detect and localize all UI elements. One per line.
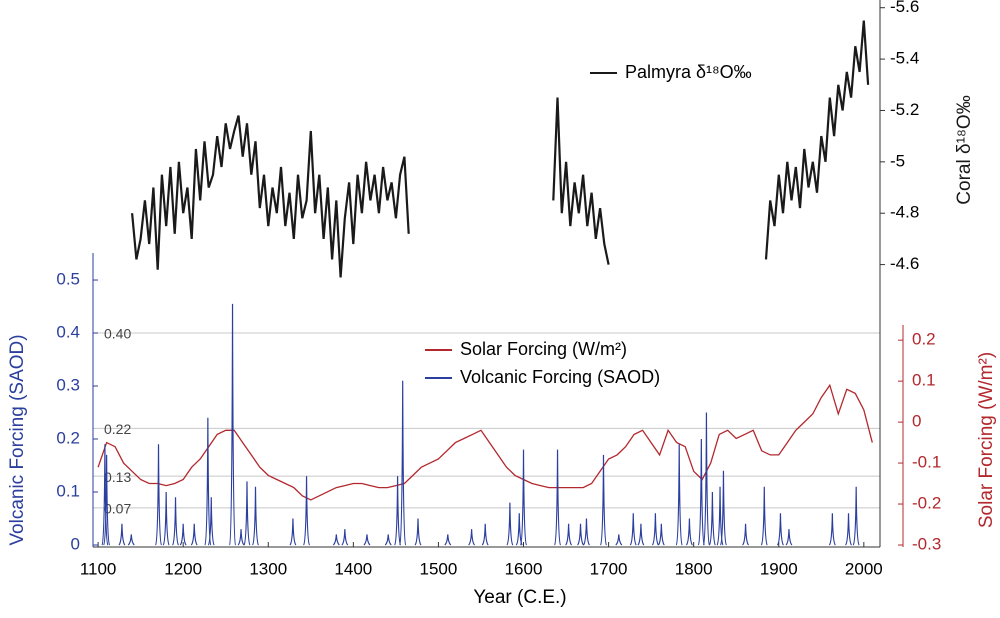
y3-tick-label: -5.6 (890, 0, 919, 16)
volcanic-spike (332, 534, 340, 546)
volcanic-spike (828, 513, 836, 546)
y3-tick-label: -5.2 (890, 100, 919, 119)
y-tick-label: 0.5 (56, 270, 80, 289)
volcanic-spike (154, 444, 163, 546)
legend-label: Volcanic Forcing (SAOD) (460, 367, 660, 387)
volcanic-spike (657, 523, 665, 546)
volcanic-spike (785, 529, 793, 546)
volcanic-spike (719, 470, 728, 546)
x-tick-label: 1300 (249, 559, 287, 578)
y-tick-label: 0 (71, 534, 80, 553)
y2-tick-label: -0.3 (912, 534, 941, 553)
x-tick-label: 1600 (505, 559, 543, 578)
x-tick-label: 2000 (845, 559, 883, 578)
volcanic-spike (101, 444, 109, 546)
y-tick-label: 0.2 (56, 428, 80, 447)
volcanic-spike (553, 449, 562, 546)
y-tick-label: 0.1 (56, 481, 80, 500)
reference-label: 0.22 (104, 421, 131, 437)
volcanic-spike (845, 513, 853, 546)
legend-label: Palmyra δ¹⁸O‰ (625, 62, 752, 82)
volcanic-spike (207, 497, 215, 546)
y2-tick-label: 0 (912, 412, 921, 431)
y3-tick-label: -4.6 (890, 254, 919, 273)
volcanic-spike (399, 380, 407, 546)
volcanic-spike (481, 523, 489, 546)
volcanic-spike (394, 476, 402, 546)
x-tick-label: 1700 (590, 559, 628, 578)
volcanic-spike (251, 486, 260, 546)
volcanic-spike (363, 534, 371, 546)
series-line (97, 383, 873, 501)
reference-label: 0.13 (104, 469, 131, 485)
volcanic-spike (228, 303, 237, 546)
y3-tick-label: -4.8 (890, 203, 919, 222)
volcanic-spike (303, 476, 311, 546)
volcanic-spike (776, 513, 784, 546)
x-tick-label: 1200 (164, 559, 202, 578)
volcanic-spike (341, 529, 349, 546)
volcanic-spike (697, 439, 705, 546)
x-tick-label: 1900 (760, 559, 798, 578)
volcanic-spike (237, 529, 245, 546)
y3-axis-label: Coral δ¹⁸O‰ (954, 95, 975, 204)
volcanic-spike (760, 486, 768, 546)
volcanic-spike (204, 417, 212, 546)
y2-tick-label: 0.2 (912, 330, 936, 349)
volcanic-spike (468, 529, 476, 546)
volcanic-spike (190, 523, 198, 546)
volcanic-spike (742, 523, 750, 546)
volcanic-spike (171, 497, 180, 546)
y-axis-label: Volcanic Forcing (SAOD) (7, 334, 28, 545)
volcanic-spike (629, 513, 637, 546)
x-axis-label: Year (C.E.) (473, 587, 566, 608)
volcanic-spike (675, 444, 683, 546)
volcanic-spike (127, 534, 135, 546)
volcanic-spike (708, 491, 716, 546)
volcanic-spike (852, 486, 860, 546)
volcanic-spike (179, 523, 187, 546)
volcanic-spike (444, 534, 452, 546)
volcanic-spike (599, 454, 608, 546)
y3-tick-label: -5 (890, 151, 905, 170)
series-line (131, 20, 870, 278)
x-tick-label: 1500 (420, 559, 458, 578)
volcanic-spike (577, 523, 584, 546)
y2-tick-label: -0.1 (912, 453, 941, 472)
volcanic-spike (615, 534, 623, 546)
x-tick-label: 1400 (334, 559, 372, 578)
volcanic-spike (384, 534, 392, 546)
volcanic-spike (118, 523, 126, 546)
volcanic-spike (637, 523, 645, 546)
y2-tick-label: -0.2 (912, 494, 941, 513)
volcanic-spike (414, 518, 422, 546)
y3-tick-label: -5.4 (890, 49, 919, 68)
volcanic-spike (582, 518, 590, 546)
x-tick-label: 1100 (80, 559, 117, 578)
volcanic-spike (103, 454, 111, 546)
reference-label: 0.40 (104, 326, 131, 342)
y2-tick-label: 0.1 (912, 371, 936, 390)
reference-label: 0.07 (104, 501, 131, 517)
volcanic-spike (289, 518, 297, 546)
y2-axis-label: Solar Forcing (W/m²) (976, 352, 997, 528)
volcanic-spike (243, 481, 251, 546)
volcanic-spike (565, 523, 573, 546)
volcanic-spike (702, 412, 711, 546)
volcanic-spike (651, 513, 659, 546)
y-tick-label: 0.4 (56, 323, 80, 342)
y-tick-label: 0.3 (56, 376, 80, 395)
x-tick-label: 1800 (675, 559, 713, 578)
volcanic-spike (685, 518, 693, 546)
legend-label: Solar Forcing (W/m²) (460, 339, 627, 359)
volcanic-spike (519, 449, 528, 546)
volcanic-spike (162, 491, 170, 546)
volcanic-spike (506, 502, 514, 546)
